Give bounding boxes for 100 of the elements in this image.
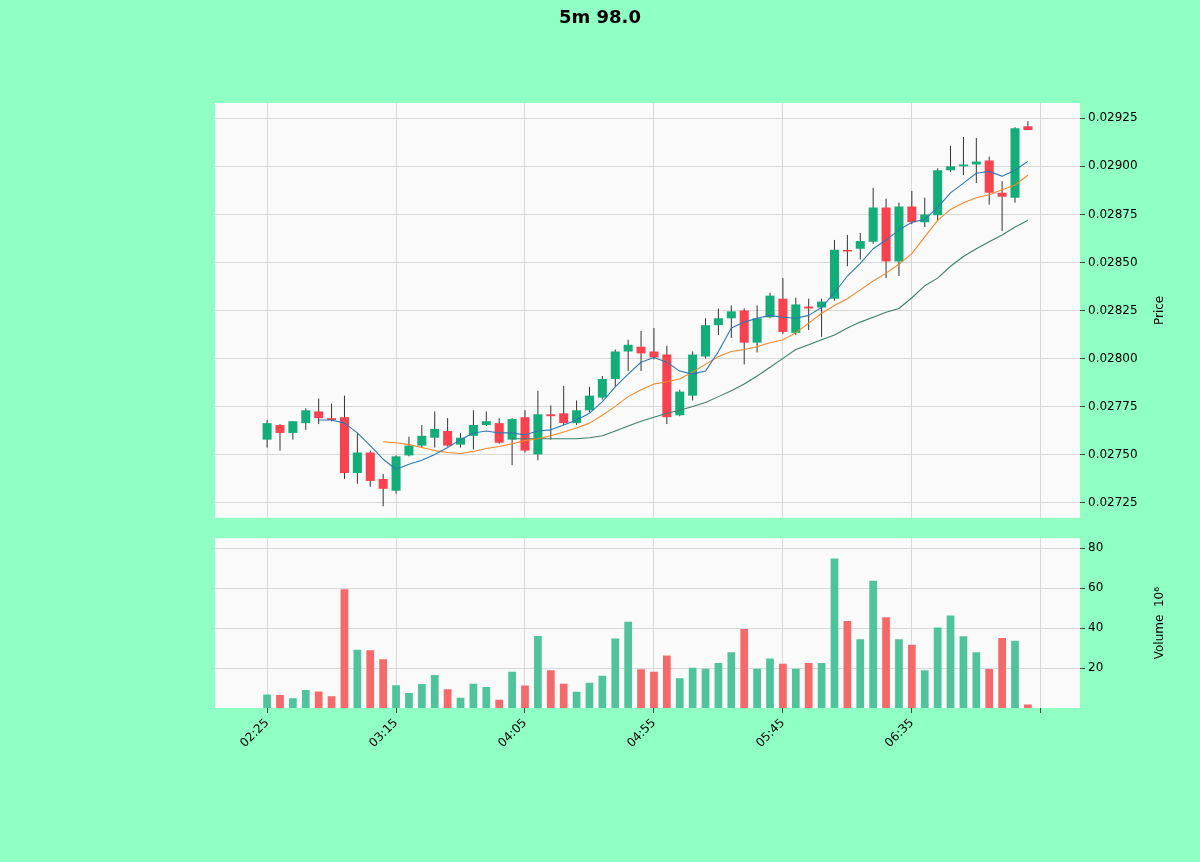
bar — [559, 683, 568, 708]
candlestick — [842, 234, 852, 267]
candlestick — [417, 424, 427, 449]
y-axis-title: Volume 10⁶ — [1152, 586, 1167, 660]
bar — [598, 675, 607, 708]
y-tick-label: 0.02800 — [1088, 350, 1138, 365]
bar — [301, 690, 310, 708]
y-tick-label: 60 — [1088, 580, 1104, 595]
candlestick — [907, 190, 917, 225]
bar — [534, 636, 542, 708]
bar — [650, 671, 658, 708]
bar — [353, 649, 362, 708]
bar — [882, 617, 890, 708]
y-tick-label: 0.02825 — [1088, 302, 1138, 317]
candlestick — [352, 432, 362, 485]
bar — [366, 650, 375, 708]
candlestick — [443, 417, 453, 448]
y-tick-label: 0.02900 — [1088, 158, 1138, 173]
candlestick — [946, 145, 956, 173]
candlestick — [275, 423, 285, 452]
bar — [546, 670, 555, 708]
bar — [959, 636, 968, 708]
bar — [637, 669, 645, 708]
candlestick — [675, 389, 685, 417]
bar — [417, 684, 426, 708]
bar — [817, 663, 826, 708]
y-tick-label: 0.02875 — [1088, 206, 1138, 221]
bar — [327, 696, 336, 708]
bar — [572, 691, 581, 708]
y-tick-label: 0.02850 — [1088, 254, 1138, 269]
candlestick — [430, 410, 440, 449]
bar — [1011, 640, 1019, 708]
candlestick — [958, 136, 968, 176]
bar — [482, 687, 491, 708]
bar — [714, 663, 723, 708]
bar — [804, 663, 813, 708]
bar — [314, 691, 323, 708]
candlestick — [1023, 120, 1033, 131]
candlestick — [855, 232, 865, 261]
candlestick — [572, 399, 582, 426]
bar — [675, 678, 684, 708]
bar — [740, 629, 749, 708]
bar — [753, 668, 761, 708]
candlestick — [649, 327, 659, 360]
bar — [495, 699, 504, 708]
bar — [869, 580, 878, 708]
bar — [611, 638, 620, 708]
y-tick-label: 0.02925 — [1088, 110, 1138, 125]
bar — [830, 558, 839, 708]
bar — [1024, 704, 1032, 708]
bar — [662, 655, 671, 708]
bar — [843, 621, 852, 708]
candlestick — [494, 417, 504, 445]
bar — [998, 637, 1006, 708]
y-axis-title: Price — [1152, 295, 1167, 326]
bar — [895, 639, 903, 708]
bar — [766, 658, 774, 708]
candlestick — [404, 436, 414, 457]
candlestick — [997, 180, 1007, 232]
bar — [946, 615, 955, 708]
candlestick — [726, 304, 736, 339]
bar — [276, 695, 284, 708]
y-tick-label: 40 — [1088, 620, 1104, 635]
y-tick-label: 80 — [1088, 540, 1104, 555]
bar — [907, 644, 916, 708]
bar — [521, 685, 529, 708]
bar — [727, 652, 736, 708]
bar — [985, 669, 994, 708]
bar — [624, 621, 633, 708]
bar — [779, 663, 787, 708]
candlestick — [468, 409, 478, 450]
candlestick — [765, 292, 775, 319]
candlestick — [314, 398, 324, 425]
bar — [430, 675, 439, 708]
bar — [405, 693, 413, 708]
bar — [443, 689, 452, 708]
candlestick — [971, 137, 981, 184]
bar — [920, 670, 929, 708]
bar — [379, 659, 388, 708]
bar — [856, 639, 865, 708]
bar — [701, 668, 710, 708]
y-tick-label: 0.02750 — [1088, 446, 1138, 461]
y-tick-label: 0.02775 — [1088, 398, 1138, 413]
y-tick-label: 0.02725 — [1088, 494, 1138, 509]
candlestick — [713, 307, 723, 336]
candlestick — [378, 473, 388, 507]
chart-title: 5m 98.0 — [558, 6, 642, 27]
bar — [972, 652, 981, 708]
bar — [289, 698, 297, 708]
candlestick — [584, 386, 594, 413]
bar — [791, 668, 800, 708]
y-tick-label: 20 — [1088, 660, 1104, 675]
candlestick — [507, 417, 517, 466]
bar — [263, 694, 271, 708]
candlestick — [288, 420, 298, 441]
candlestick — [301, 407, 311, 431]
candlestick — [262, 419, 272, 449]
bar — [392, 685, 400, 708]
bar — [933, 627, 942, 708]
bar — [688, 667, 697, 708]
